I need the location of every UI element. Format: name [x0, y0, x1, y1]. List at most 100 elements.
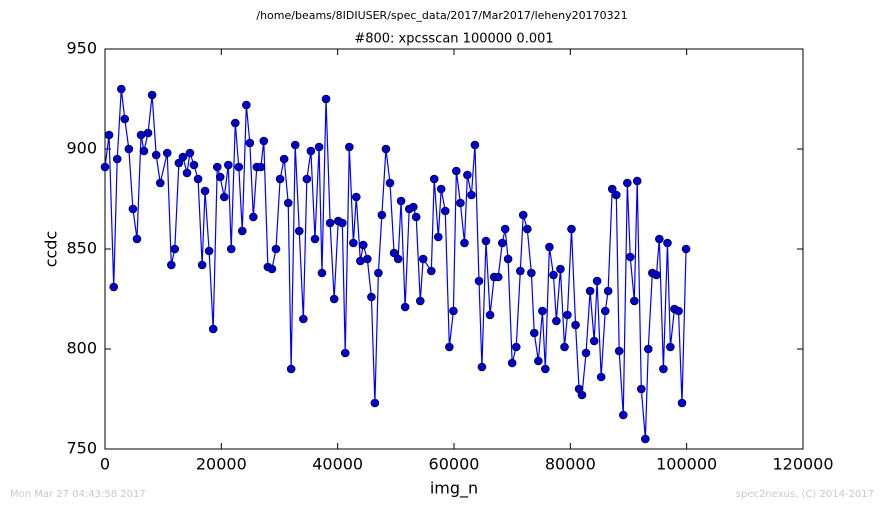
point: [581, 348, 591, 358]
point: [603, 286, 613, 296]
point: [529, 328, 539, 338]
y-tick-label: 750: [66, 439, 97, 458]
point: [477, 362, 487, 372]
point: [641, 434, 650, 444]
point: [182, 168, 192, 178]
x-tick-label: 120000: [772, 455, 833, 474]
point: [596, 372, 606, 382]
point: [589, 336, 599, 346]
point: [429, 174, 439, 184]
point: [193, 174, 203, 184]
point: [655, 234, 664, 244]
point: [518, 210, 528, 220]
point: [197, 260, 207, 270]
y-tick-label: 800: [66, 339, 97, 358]
point: [279, 154, 289, 164]
point: [212, 162, 222, 172]
y-tick-label: 850: [66, 239, 97, 258]
point: [237, 226, 247, 236]
point: [393, 254, 403, 264]
point: [351, 192, 361, 202]
point: [377, 210, 387, 220]
point: [116, 84, 126, 94]
point: [452, 166, 461, 176]
x-tick-label: 20000: [196, 455, 247, 474]
point: [215, 172, 225, 182]
point: [625, 252, 635, 262]
point: [271, 244, 281, 254]
x-tick-label: 40000: [312, 455, 363, 474]
point: [563, 310, 572, 320]
x-axis-label: img_n: [430, 479, 478, 499]
point: [440, 206, 450, 216]
point: [666, 342, 675, 352]
point: [132, 234, 142, 244]
point: [147, 90, 157, 100]
point: [500, 224, 510, 234]
y-tick-label: 900: [66, 139, 97, 158]
point: [325, 218, 335, 228]
point: [449, 306, 458, 316]
point: [104, 130, 114, 140]
point: [242, 100, 251, 110]
point: [522, 224, 532, 234]
footer-left: Mon Mar 27 04:43:58 2017: [10, 489, 146, 500]
chart-title: #800: xpcsscan 100000 0.001: [354, 32, 553, 47]
point: [302, 174, 312, 184]
point: [511, 342, 521, 352]
point: [299, 314, 308, 324]
point: [681, 244, 691, 254]
point: [245, 138, 255, 148]
point: [541, 364, 550, 374]
point: [545, 242, 554, 252]
point: [259, 136, 269, 146]
point: [418, 254, 428, 264]
y-tick-label: 950: [66, 39, 97, 58]
point: [370, 398, 380, 408]
point: [230, 118, 240, 128]
point: [538, 306, 547, 316]
point: [516, 266, 525, 276]
point: [139, 146, 149, 156]
point: [286, 364, 296, 374]
point: [178, 152, 188, 162]
point: [204, 246, 214, 256]
point: [200, 186, 210, 196]
point: [340, 348, 350, 358]
point: [652, 270, 661, 280]
point: [224, 160, 233, 170]
point: [267, 264, 277, 274]
point: [283, 198, 293, 208]
x-tick-label: 60000: [429, 455, 480, 474]
point: [112, 154, 122, 164]
point: [456, 198, 465, 208]
point: [109, 282, 119, 292]
point: [306, 146, 316, 156]
x-tick-label: 80000: [545, 455, 596, 474]
point: [310, 234, 320, 244]
point: [321, 94, 331, 104]
point: [344, 142, 354, 152]
point: [358, 240, 368, 250]
point: [470, 140, 480, 150]
point: [400, 302, 410, 312]
point: [600, 306, 610, 316]
point: [128, 204, 138, 214]
point: [549, 270, 558, 280]
x-tick-label: 100000: [656, 455, 717, 474]
point: [256, 162, 266, 172]
point: [534, 356, 543, 366]
point: [463, 170, 472, 180]
point: [460, 238, 469, 248]
point: [219, 192, 229, 202]
point: [433, 232, 443, 242]
point: [585, 286, 595, 296]
point: [411, 212, 421, 222]
point: [396, 196, 406, 206]
point: [663, 238, 672, 248]
point: [415, 296, 425, 306]
point: [170, 244, 180, 254]
point: [317, 268, 327, 278]
point: [208, 324, 218, 334]
